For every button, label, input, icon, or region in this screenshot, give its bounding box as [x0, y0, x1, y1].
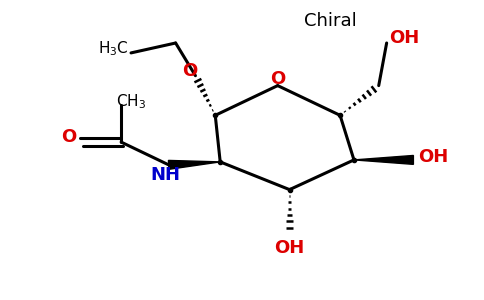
Text: OH: OH [274, 239, 305, 257]
Polygon shape [354, 155, 413, 164]
Text: NH: NH [151, 166, 181, 184]
Text: CH$_3$: CH$_3$ [116, 92, 146, 111]
Text: OH: OH [418, 148, 448, 166]
Text: O: O [270, 70, 285, 88]
Polygon shape [168, 160, 220, 169]
Text: Chiral: Chiral [304, 12, 357, 30]
Text: O: O [61, 128, 76, 146]
Text: O: O [182, 62, 197, 80]
Text: OH: OH [389, 29, 420, 47]
Text: H$_3$C: H$_3$C [98, 40, 129, 58]
